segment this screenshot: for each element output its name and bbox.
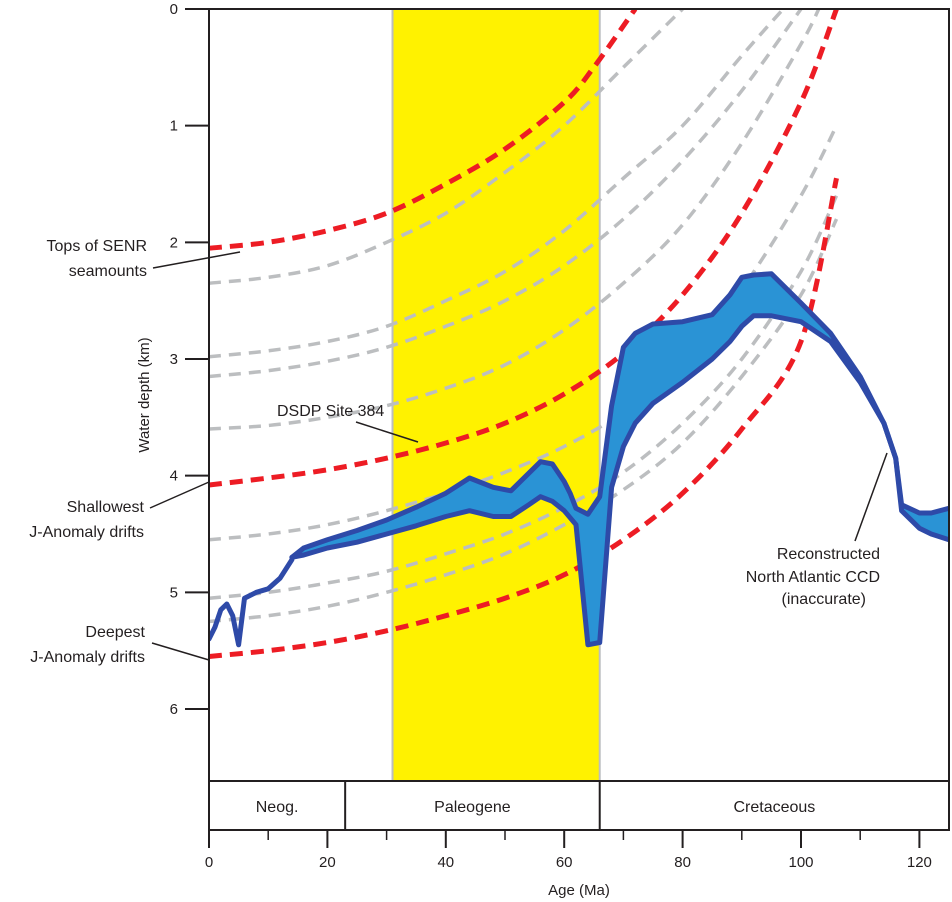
y-axis: 0 1 2 3 4 5 6 <box>170 1 209 718</box>
ccd-lower-boundary <box>289 313 949 648</box>
gray-subsidence-curve-4 <box>209 9 803 379</box>
plot-frame <box>208 8 950 831</box>
annotation-senr-leader <box>152 251 241 269</box>
annotation-senr-line-2: seamounts <box>69 263 147 280</box>
gray-subsidence-curve-3 <box>209 9 785 359</box>
annotation-shallowest-leader <box>149 481 210 509</box>
annotation-ccd-line-1: Reconstructed <box>777 546 880 563</box>
gray-subsidence-curve-7 <box>209 124 839 542</box>
x-tick-label-20: 20 <box>319 854 336 871</box>
y-tick-label-3: 3 <box>170 351 178 368</box>
red-subsidence-curve-10 <box>209 177 839 659</box>
x-tick-label-100: 100 <box>788 854 813 871</box>
red-subsidence-curve-1 <box>209 9 638 251</box>
y-tick-label-2: 2 <box>170 234 178 251</box>
ccd-upper-boundary <box>289 271 949 560</box>
annotation-shallowest-line-1: Shallowest <box>67 499 145 516</box>
x-axis: 0 20 40 60 80 100 120 <box>205 830 932 871</box>
annotation-ccd-line-3: (inaccurate) <box>782 591 866 608</box>
annotation-senr-seamounts: Tops of SENR seamounts <box>47 238 241 280</box>
annotation-deepest-drifts: Deepest J-Anomaly drifts <box>30 624 210 666</box>
red-subsidence-curve-6 <box>209 9 839 488</box>
annotation-shallowest-drifts: Shallowest J-Anomaly drifts <box>29 481 210 541</box>
x-axis-label: Age (Ma) <box>548 882 610 899</box>
y-tick-label-5: 5 <box>170 584 178 601</box>
x-tick-label-0: 0 <box>205 854 213 871</box>
gray-subsidence-curve-2 <box>209 9 684 285</box>
x-tick-label-60: 60 <box>556 854 573 871</box>
x-tick-label-80: 80 <box>674 854 691 871</box>
paleogene-highlight-band <box>391 9 601 781</box>
annotation-shallowest-line-2: J-Anomaly drifts <box>29 524 144 541</box>
period-label-1: Neog. <box>256 799 299 816</box>
annotation-deepest-line-2: J-Anomaly drifts <box>30 649 145 666</box>
annotation-ccd-leader <box>854 452 888 542</box>
annotation-reconstructed-ccd: Reconstructed North Atlantic CCD (inaccu… <box>746 452 888 608</box>
y-axis-label: Water depth (km) <box>136 337 153 452</box>
period-label-3: Cretaceous <box>733 799 815 816</box>
ccd-young-segment <box>209 557 295 648</box>
highlight-band-rect <box>392 9 600 781</box>
x-tick-label-40: 40 <box>437 854 454 871</box>
annotation-dsdp-text: DSDP Site 384 <box>277 403 384 420</box>
y-tick-label-6: 6 <box>170 701 178 718</box>
annotation-senr-line-1: Tops of SENR <box>47 238 147 255</box>
annotation-deepest-line-1: Deepest <box>85 624 145 641</box>
ccd-band <box>209 271 949 648</box>
annotation-dsdp-leader <box>355 421 419 443</box>
y-tick-label-1: 1 <box>170 118 178 135</box>
period-label-2: Paleogene <box>434 799 511 816</box>
timescale: Neog. Paleogene Cretaceous <box>256 781 815 830</box>
annotation-ccd-line-2: North Atlantic CCD <box>746 569 880 586</box>
annotation-dsdp-site: DSDP Site 384 <box>277 403 419 443</box>
gray-subsidence-curve-9 <box>209 218 839 624</box>
y-tick-label-0: 0 <box>170 1 178 18</box>
y-tick-label-4: 4 <box>170 468 178 485</box>
x-tick-label-120: 120 <box>907 854 932 871</box>
annotation-deepest-leader <box>151 642 210 661</box>
